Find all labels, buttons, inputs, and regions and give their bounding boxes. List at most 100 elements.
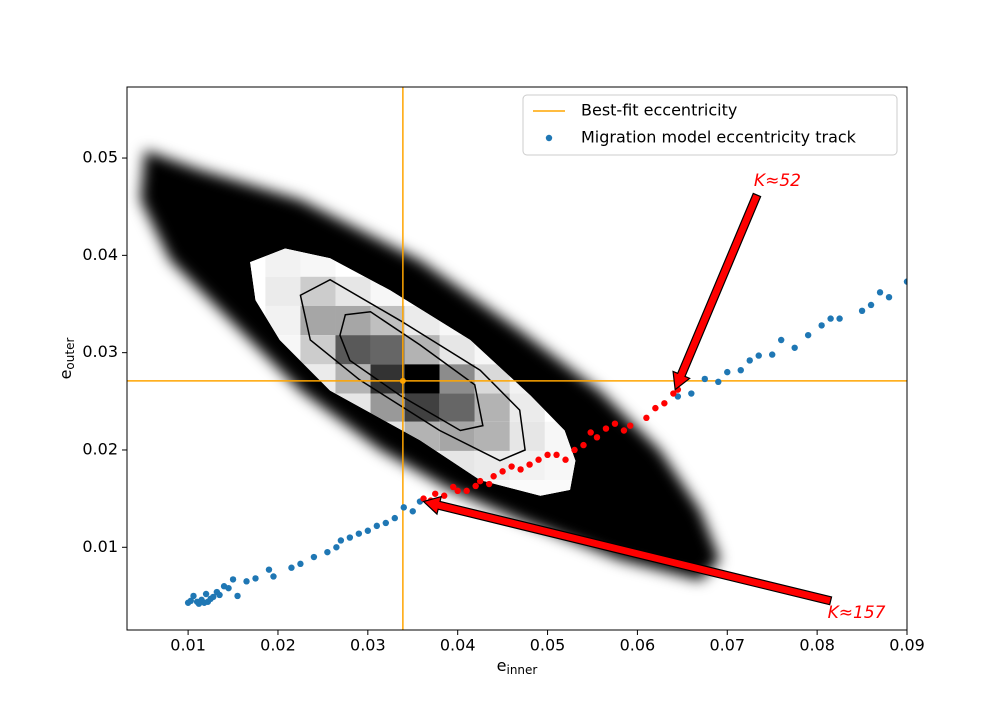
track-point (818, 322, 825, 329)
track-point (229, 576, 237, 583)
annotation-arrow (422, 495, 833, 606)
track-point (234, 592, 241, 600)
track-point (903, 278, 907, 285)
annotation-text: K≈52 (754, 171, 801, 191)
hist-cell (439, 364, 475, 394)
track-point (420, 495, 427, 502)
track-point (297, 560, 304, 568)
track-point (346, 534, 354, 541)
annotation-text: K≈157 (828, 603, 886, 623)
x-axis-label-sub: inner (506, 663, 537, 677)
track-point (867, 301, 875, 309)
contour-line (299, 278, 526, 462)
track-point (627, 422, 634, 429)
x-tick-label: 0.07 (709, 636, 745, 655)
track-point (701, 375, 709, 383)
track-point (463, 487, 470, 495)
track-point (187, 597, 195, 605)
track-point (755, 352, 762, 359)
track-point (791, 344, 798, 351)
track-point (288, 564, 295, 571)
x-tick-label: 0.05 (530, 636, 566, 655)
track-point (472, 482, 479, 490)
track-point (517, 466, 524, 473)
track-point (476, 477, 484, 485)
track-point (715, 378, 722, 386)
x-tick-label: 0.09 (889, 636, 925, 655)
track-point (400, 504, 407, 511)
track-point (777, 336, 785, 344)
legend-box (522, 94, 898, 156)
y-axis-label: eouter (56, 338, 77, 380)
track-point (769, 351, 776, 358)
track-point (310, 553, 318, 561)
track-point (535, 456, 542, 463)
hist-cell (300, 276, 336, 306)
legend-swatch-dot (545, 134, 553, 142)
track-point (562, 456, 569, 463)
track-point (490, 473, 497, 480)
y-tick-label: 0.02 (82, 439, 118, 458)
legend-label: Migration model eccentricity track (581, 128, 857, 147)
track-point (587, 429, 594, 436)
y-tick-label: 0.03 (82, 342, 118, 361)
track-point (391, 514, 398, 522)
track-point (441, 492, 448, 499)
hist-cell (335, 335, 371, 365)
track-point (454, 487, 461, 495)
y-tick-label: 0.01 (82, 537, 118, 556)
axes-frame (126, 86, 908, 631)
track-point (836, 315, 843, 322)
x-tick-label: 0.08 (799, 636, 835, 655)
y-tick-label: 0.04 (82, 245, 118, 264)
track-point (432, 490, 439, 497)
x-axis-label: einner (497, 656, 538, 677)
track-point (526, 461, 533, 468)
hist-cell (404, 335, 440, 365)
hist-cell (300, 335, 336, 365)
track-point (337, 537, 345, 544)
track-point (643, 414, 650, 422)
contour-line (339, 311, 484, 432)
track-point (746, 357, 753, 364)
track-point (885, 293, 893, 301)
legend-label: Best-fit eccentricity (581, 101, 737, 120)
hist-cell (335, 364, 371, 394)
annotation-arrow (672, 192, 762, 391)
track-point (571, 446, 578, 454)
hist-cell (439, 421, 475, 451)
track-point (593, 434, 601, 441)
track-point (190, 592, 197, 600)
track-point (324, 548, 331, 556)
track-point (252, 575, 259, 582)
track-point (499, 468, 506, 475)
track-point (265, 566, 273, 573)
track-point (688, 390, 695, 397)
hist-cell (509, 421, 545, 451)
hist-cell (439, 335, 475, 365)
track-point (876, 289, 884, 296)
track-point (382, 519, 390, 527)
x-axis-label-base: e (497, 656, 507, 675)
track-point (602, 425, 610, 432)
legend: Best-fit eccentricity Migration model ecc… (522, 94, 898, 156)
y-axis-label-sub: outer (63, 338, 77, 370)
track-point (270, 573, 277, 580)
track-point (355, 530, 363, 537)
track-point (364, 527, 372, 534)
best-fit-point (399, 377, 406, 384)
track-point (661, 400, 668, 407)
track-point (580, 441, 587, 449)
hist-cell (439, 393, 475, 422)
track-point (611, 420, 619, 427)
track-point (620, 427, 628, 434)
track-point (804, 331, 812, 339)
x-tick-label: 0.01 (170, 636, 206, 655)
track-point (553, 451, 560, 459)
track-point (243, 578, 250, 585)
x-tick-label: 0.04 (440, 636, 476, 655)
track-point (652, 404, 659, 412)
track-point (409, 508, 416, 515)
track-point (225, 584, 232, 592)
